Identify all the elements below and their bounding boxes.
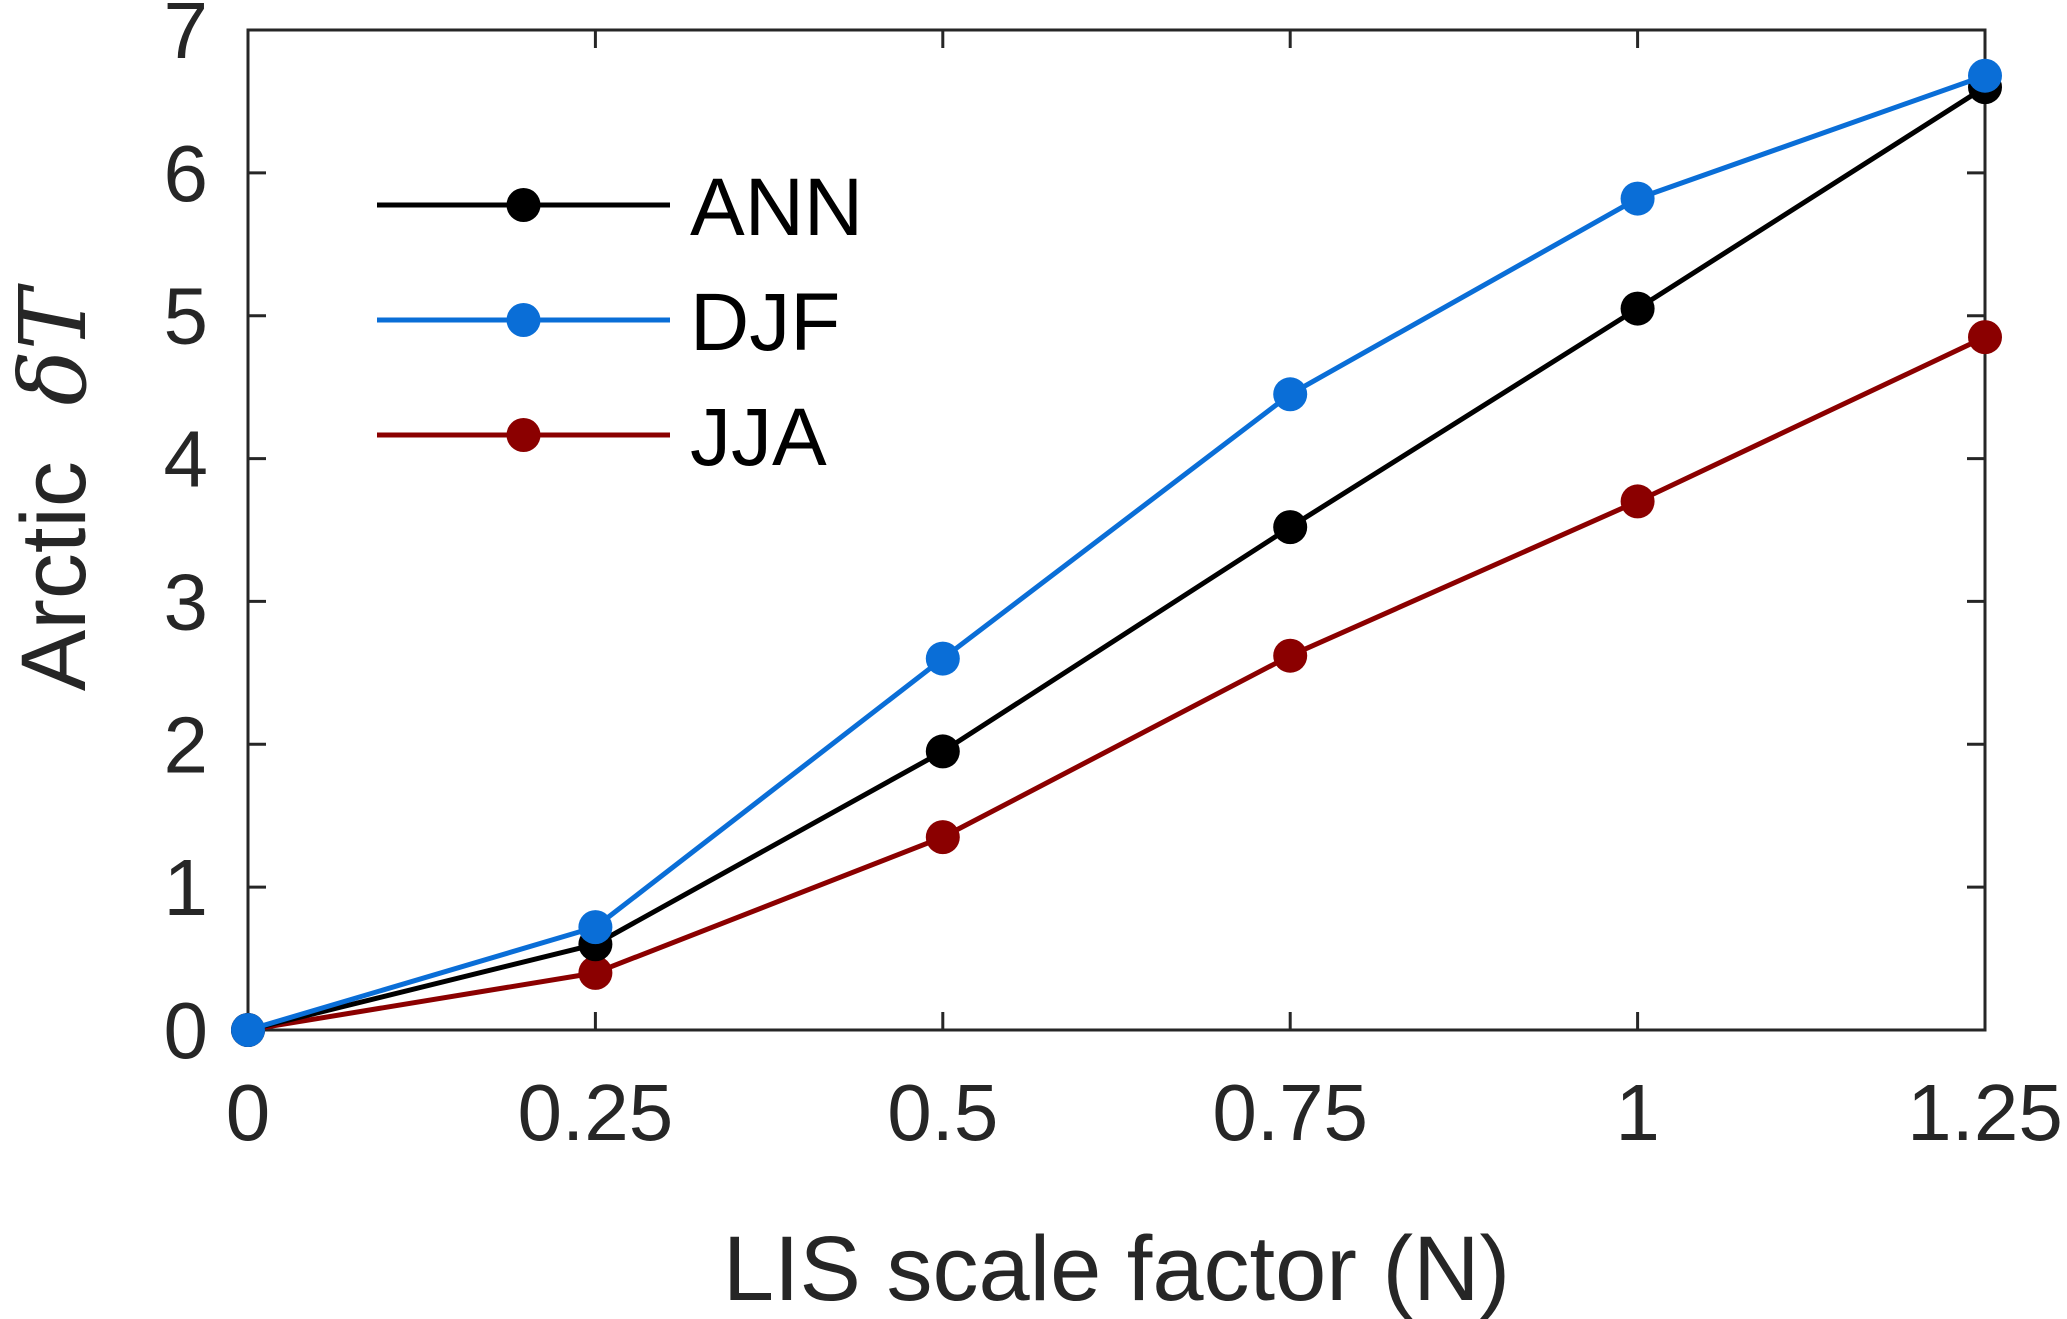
x-tick-label: 0.5 — [887, 1068, 998, 1157]
y-tick-label: 6 — [164, 129, 209, 218]
legend: ANN DJF JJA — [377, 162, 863, 483]
axes — [246, 28, 1987, 1032]
y-axis-label-word: Arctic — [3, 461, 105, 691]
x-axis-label: LIS scale factor (N) — [723, 1218, 1510, 1319]
data-point-djf — [578, 910, 613, 945]
data-point-djf — [1968, 58, 2002, 93]
series-line-jja — [247, 334, 1987, 1033]
series-line-djf — [247, 73, 1986, 1033]
series-lines — [231, 58, 2002, 1047]
data-point-djf — [231, 1013, 265, 1047]
legend-marker — [506, 188, 541, 222]
series-line-ann — [247, 85, 1987, 1033]
x-axis-ticks: 0 0.25 0.5 0.75 1 1.25 — [226, 30, 2063, 1157]
legend-marker — [506, 303, 541, 337]
x-tick-label: 1.25 — [1907, 1068, 2063, 1157]
y-tick-label: 7 — [164, 0, 209, 75]
data-point-jja — [925, 820, 960, 855]
x-tick-label: 1 — [1615, 1068, 1660, 1157]
plot-area-frame — [246, 28, 1987, 1032]
y-tick-label: 3 — [164, 557, 209, 646]
legend-marker — [506, 418, 541, 452]
data-point-ann — [1273, 510, 1308, 545]
legend-entry-djf: DJF — [377, 277, 840, 368]
legend-label: JJA — [690, 392, 827, 483]
legend-label: ANN — [690, 162, 863, 253]
legend-entry-jja: JJA — [377, 392, 827, 483]
x-tick-label: 0.25 — [518, 1068, 674, 1157]
legend-label: DJF — [690, 277, 840, 368]
series-jja — [231, 320, 2002, 1047]
y-tick-label: 0 — [164, 986, 209, 1075]
y-axis-label: Arctic δT — [0, 283, 107, 691]
legend-entry-ann: ANN — [377, 162, 863, 253]
data-point-djf — [925, 641, 960, 676]
data-point-jja — [1273, 638, 1308, 673]
series-ann — [231, 70, 2002, 1047]
data-point-jja — [578, 955, 613, 990]
x-tick-label: 0 — [226, 1068, 271, 1157]
x-tick-label: 0.75 — [1212, 1068, 1368, 1157]
y-tick-label: 2 — [164, 700, 209, 789]
data-point-djf — [1620, 181, 1655, 216]
y-axis-label-symbol: δT — [0, 283, 107, 405]
data-point-ann — [925, 734, 960, 769]
data-point-jja — [1968, 320, 2002, 355]
y-tick-label: 1 — [164, 843, 209, 932]
y-tick-label: 5 — [164, 272, 209, 361]
y-axis-ticks: 0 1 2 3 4 5 6 7 — [164, 0, 1985, 1075]
data-point-djf — [1273, 377, 1308, 412]
data-point-jja — [1620, 484, 1655, 519]
y-tick-label: 4 — [164, 415, 209, 504]
series-djf — [231, 58, 2002, 1047]
data-point-ann — [1620, 291, 1655, 326]
y-axis-label-text: Arctic δT — [0, 283, 107, 691]
